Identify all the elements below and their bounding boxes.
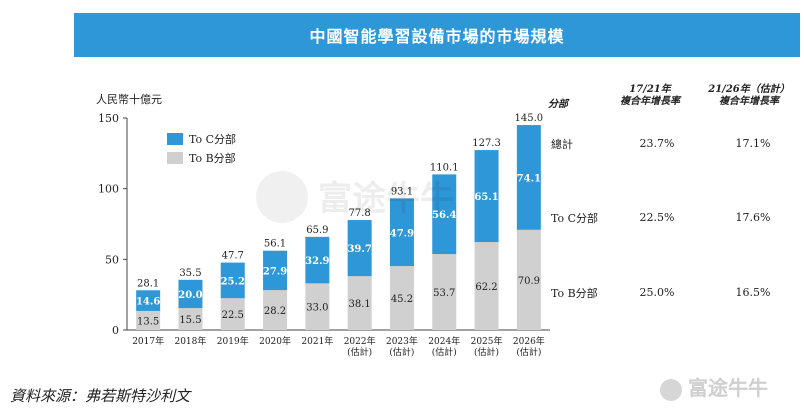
data-label-toc: 32.9 [305, 256, 329, 267]
bar-tob [474, 242, 499, 330]
bar-toc [220, 262, 245, 299]
x-tick-label: (估計) [389, 346, 414, 358]
y-tick-label: 0 [112, 324, 119, 337]
table-row-label-toc: To C分部 [551, 212, 599, 225]
x-tick-label: (估計) [516, 346, 541, 358]
data-label-tob: 62.2 [475, 282, 497, 293]
table-row-label-tob: To B分部 [551, 287, 598, 300]
data-label-tob: 33.0 [306, 303, 328, 314]
data-label-toc: 65.1 [474, 192, 498, 203]
table-cell-tob-1721: 25.0% [639, 286, 675, 299]
data-label-total: 47.7 [222, 251, 244, 262]
watermark-center-text: 富途牛牛 [318, 179, 454, 219]
y-tick-label: 50 [105, 253, 119, 266]
bar-tob [178, 308, 203, 330]
data-label-tob: 15.5 [179, 315, 201, 326]
data-label-toc: 27.9 [263, 266, 287, 277]
table-cell-toc-1721: 22.5% [639, 211, 675, 224]
data-label-tob: 45.2 [391, 294, 413, 305]
table-header-col2-line1: 21/26年（估計） [708, 84, 790, 95]
x-tick-label: 2024年 [428, 335, 460, 347]
data-label-total: 56.1 [264, 239, 286, 250]
watermark-center-logo-icon [256, 171, 308, 223]
watermark-bottom: 富途牛牛 [660, 372, 768, 401]
data-label-tob: 70.9 [518, 276, 540, 287]
table-cell-total-1721: 23.7% [639, 137, 675, 150]
x-tick-label: 2021年 [301, 335, 333, 347]
data-label-toc: 39.7 [347, 244, 371, 255]
data-label-total: 35.5 [179, 268, 201, 279]
table-header-col2: 21/26年（估計） 複合年增長率 [694, 84, 804, 108]
data-label-tob: 13.5 [137, 316, 159, 327]
chart-title-bar: 中國智能學習設備市場的市場規模 [74, 13, 800, 57]
table-cell-tob-2126: 16.5% [735, 286, 771, 299]
legend-label-tob: To B分部 [189, 151, 236, 165]
data-label-tob: 22.5 [222, 310, 244, 321]
bar-tob [347, 276, 372, 330]
bar-toc [136, 290, 161, 311]
data-label-total: 77.8 [349, 208, 371, 219]
x-tick-label: 2017年 [132, 335, 164, 347]
data-label-total: 93.1 [391, 186, 413, 197]
x-tick-label: 2022年 [344, 335, 376, 347]
chart-title: 中國智能學習設備市場的市場規模 [309, 27, 565, 46]
data-label-total: 110.1 [430, 162, 459, 173]
x-tick-label: 2019年 [217, 335, 249, 347]
data-label-toc: 20.0 [178, 290, 202, 301]
table-header-segment: 分部 [548, 99, 568, 110]
bar-tob [305, 283, 330, 330]
x-tick-label: 2020年 [259, 335, 291, 347]
bar-toc [516, 125, 541, 230]
table-header-col1-line2: 複合年增長率 [620, 96, 680, 107]
x-tick-label: (估計) [432, 346, 457, 358]
table-header-col2-line2: 複合年增長率 [719, 96, 779, 107]
data-label-tob: 38.1 [349, 299, 371, 310]
data-label-tob: 53.7 [433, 288, 455, 299]
source-note: 資料來源：弗若斯特沙利文 [10, 387, 191, 405]
data-label-total: 145.0 [515, 113, 544, 124]
data-label-toc: 25.2 [221, 276, 245, 287]
table-header-col1-line1: 17/21年 [629, 84, 671, 95]
x-tick-label: (估計) [474, 346, 499, 358]
watermark-logo-icon [660, 378, 682, 401]
table-cell-toc-2126: 17.6% [735, 211, 771, 224]
bar-toc [263, 250, 288, 291]
table-row-label-total: 總計 [551, 138, 573, 151]
y-axis-label: 人民幣十億元 [96, 92, 162, 106]
bar-toc [389, 198, 414, 267]
legend-label-toc: To C分部 [189, 132, 236, 146]
x-tick-label: (估計) [347, 346, 372, 358]
y-tick-label: 150 [98, 112, 119, 125]
data-label-toc: 74.1 [517, 173, 541, 184]
bar-toc [474, 150, 499, 243]
legend-swatch-tob [167, 152, 183, 164]
x-tick-label: 2026年 [513, 335, 545, 347]
legend-swatch-toc [167, 133, 183, 145]
x-tick-label: 2023年 [386, 335, 418, 347]
bar-tob [389, 266, 414, 330]
bar-tob [136, 310, 161, 330]
data-label-tob: 28.2 [264, 306, 286, 317]
bar-tob [516, 229, 541, 330]
data-label-toc: 56.4 [432, 210, 456, 221]
watermark-text: 富途牛牛 [688, 376, 768, 400]
x-tick-label: 2018年 [174, 335, 206, 347]
table-cell-total-2126: 17.1% [735, 137, 771, 150]
data-label-total: 65.9 [306, 225, 328, 236]
bar-toc [178, 279, 203, 309]
data-label-toc: 47.9 [390, 228, 414, 239]
table-header-col1: 17/21年 複合年增長率 [600, 84, 700, 108]
bar-toc [432, 174, 457, 255]
bar-toc [305, 236, 330, 284]
data-label-total: 28.1 [137, 278, 159, 289]
bar-tob [263, 290, 288, 330]
y-tick-label: 100 [98, 183, 119, 196]
bar-tob [432, 254, 457, 330]
bar-toc [347, 220, 372, 277]
bar-tob [220, 298, 245, 330]
data-label-total: 127.3 [472, 138, 501, 149]
x-tick-label: 2025年 [471, 335, 503, 347]
data-label-toc: 14.6 [136, 297, 160, 308]
